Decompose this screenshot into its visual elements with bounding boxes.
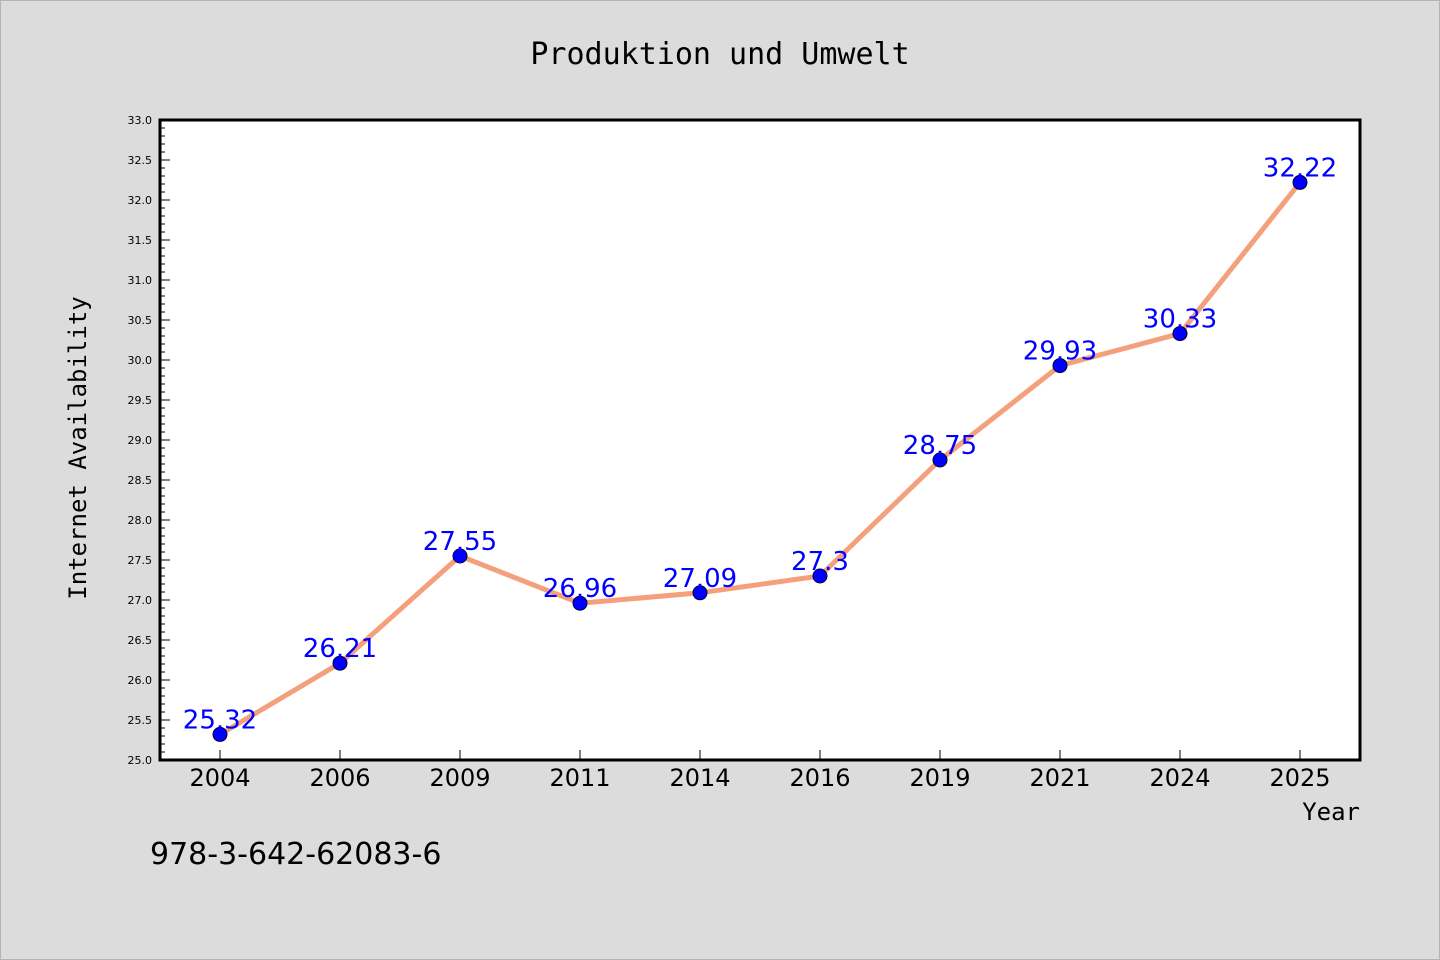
isbn-annotation: 978-3-642-62083-6 (150, 837, 441, 872)
series-markers (212, 174, 1308, 742)
y-tick-label: 28.5 (128, 474, 153, 487)
data-label: 28.75 (903, 431, 977, 461)
y-tick-label: 31.0 (128, 274, 153, 287)
data-label: 30.33 (1143, 305, 1217, 335)
y-tick-label: 32.5 (128, 154, 153, 167)
data-point (572, 595, 588, 611)
x-tick-label: 2024 (1149, 764, 1210, 792)
series-line (218, 180, 1302, 737)
x-tick-label: 2009 (429, 764, 490, 792)
data-label: 25.32 (183, 705, 257, 735)
y-tick-label: 29.5 (128, 394, 153, 407)
y-tick-label: 27.0 (128, 594, 153, 607)
x-tick-label: 2019 (909, 764, 970, 792)
x-tick-label: 2006 (309, 764, 370, 792)
data-label: 26.21 (303, 634, 377, 664)
data-label: 29.93 (1023, 337, 1097, 367)
y-tick-label: 26.0 (128, 674, 153, 687)
data-point (452, 548, 468, 564)
data-label: 27.3 (791, 547, 849, 577)
x-axis-label: Year (1302, 798, 1360, 826)
data-label: 32.22 (1263, 153, 1337, 183)
data-point (1172, 326, 1188, 342)
data-point (1292, 174, 1308, 190)
data-labels: 25.32 26.21 27.55 26.96 27.09 27.3 28.75 29.93 3… (183, 153, 1337, 735)
y-tick-label: 27.5 (128, 554, 153, 567)
data-label: 26.96 (543, 574, 617, 604)
data-point (692, 585, 708, 601)
y-tick-label: 25.0 (128, 754, 153, 767)
x-tick-label: 2011 (549, 764, 610, 792)
x-tick-label: 2014 (669, 764, 730, 792)
x-tick-label: 2021 (1029, 764, 1090, 792)
y-axis: 25.0 25.5 26.0 26.5 27.0 27.5 28.0 28.5 29.0 29.5… (128, 114, 170, 767)
y-tick-label: 32.0 (128, 194, 153, 207)
y-tick-label: 26.5 (128, 634, 153, 647)
y-tick-label: 28.0 (128, 514, 153, 527)
x-axis: 2004 2006 2009 2011 2014 2016 2019 2021 2024 2025 (189, 750, 1331, 792)
y-tick-label: 33.0 (128, 114, 153, 127)
plot-area (158, 118, 1362, 762)
chart-title: Produktion und Umwelt (530, 37, 909, 72)
y-tick-label: 31.5 (128, 234, 153, 247)
data-point (332, 655, 348, 671)
y-tick-label: 29.0 (128, 434, 153, 447)
data-label: 27.55 (423, 527, 497, 557)
y-axis-label: Internet Availability (64, 296, 92, 599)
data-point (932, 452, 948, 468)
y-tick-label: 25.5 (128, 714, 153, 727)
x-tick-label: 2025 (1269, 764, 1330, 792)
x-tick-label: 2004 (189, 764, 250, 792)
data-point (1052, 358, 1068, 374)
data-point (812, 568, 828, 584)
x-tick-label: 2016 (789, 764, 850, 792)
y-tick-label: 30.5 (128, 314, 153, 327)
y-tick-label: 30.0 (128, 354, 153, 367)
data-label: 27.09 (663, 564, 737, 594)
data-point (212, 726, 228, 742)
